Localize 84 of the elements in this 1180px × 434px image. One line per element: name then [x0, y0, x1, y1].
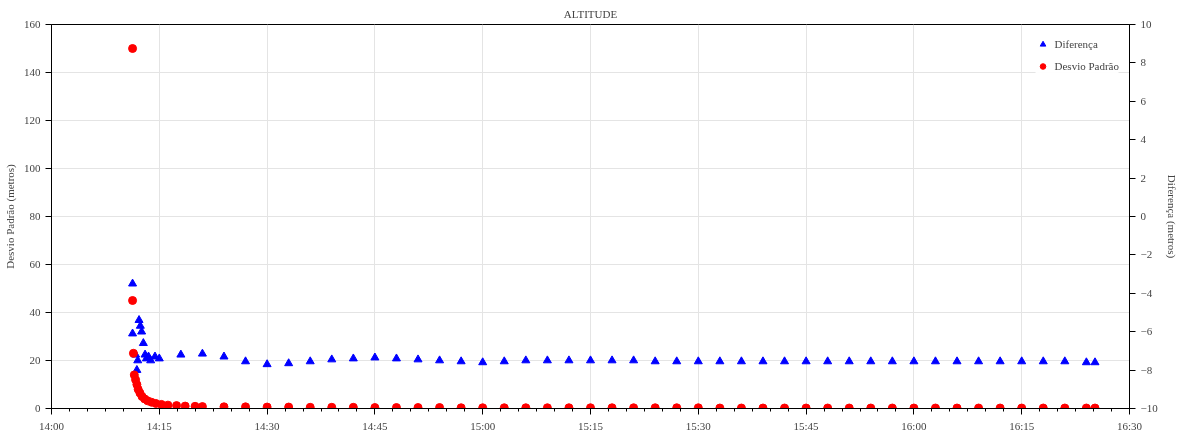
- point: [435, 355, 445, 364]
- x-tick-label: 14:30: [254, 419, 281, 432]
- point: [1038, 356, 1048, 365]
- y-tick-label: 120: [24, 114, 41, 126]
- point: [758, 356, 768, 365]
- point: [780, 356, 790, 365]
- point: [672, 356, 682, 365]
- legend-label: Desvio Padrão: [1054, 60, 1119, 72]
- point: [629, 355, 639, 364]
- point: [887, 356, 897, 365]
- y2-tick-label: 10: [1140, 18, 1152, 30]
- point: [1060, 356, 1070, 365]
- point: [693, 356, 703, 365]
- point: [176, 349, 186, 358]
- point: [499, 356, 509, 365]
- point: [478, 357, 488, 366]
- y-tick-label: 40: [29, 306, 41, 318]
- y2-tick-label: −2: [1140, 248, 1153, 261]
- x-tick-label: 16:15: [1009, 419, 1035, 432]
- point: [866, 356, 876, 365]
- point: [952, 356, 962, 365]
- y-tick-label: 60: [29, 258, 41, 270]
- chart-title: ALTITUDE: [563, 7, 618, 20]
- point: [370, 352, 380, 361]
- point: [456, 356, 466, 365]
- point: [930, 356, 940, 365]
- point: [197, 348, 207, 357]
- x-tick-label: 14:45: [362, 419, 388, 432]
- x-tick-label: 15:30: [685, 419, 712, 432]
- point: [327, 354, 337, 363]
- y2-axis-title: Diferença (metros): [1164, 174, 1178, 259]
- point: [262, 359, 272, 368]
- point: [844, 356, 854, 365]
- y-tick-label: 20: [29, 354, 41, 366]
- y-tick-label: 160: [24, 18, 41, 30]
- y2-tick-label: 0: [1140, 210, 1147, 222]
- point: [1090, 357, 1100, 366]
- point: [521, 355, 531, 364]
- y2-tick-label: 2: [1140, 171, 1146, 184]
- point: [542, 355, 552, 364]
- point: [823, 356, 833, 365]
- point: [241, 356, 251, 365]
- legend-label: Diferença: [1054, 38, 1098, 50]
- y2-tick-label: 6: [1140, 94, 1147, 107]
- y2-tick-label: −6: [1140, 325, 1153, 338]
- y-tick-label: 80: [29, 210, 41, 222]
- x-tick-label: 14:00: [38, 419, 65, 432]
- point: [586, 355, 595, 364]
- point: [715, 356, 725, 365]
- x-tick-label: 15:15: [577, 419, 604, 432]
- point: [650, 356, 660, 365]
- point: [391, 353, 401, 362]
- point: [736, 356, 746, 365]
- y-tick-label: 100: [24, 162, 41, 174]
- point: [128, 328, 138, 337]
- point: [909, 356, 919, 365]
- y2-tick-label: 8: [1140, 56, 1147, 69]
- point: [607, 355, 617, 364]
- y-tick-label: 140: [24, 66, 41, 78]
- point: [564, 355, 574, 364]
- y2-tick-label: −8: [1140, 363, 1153, 376]
- point: [995, 356, 1005, 365]
- point: [801, 356, 811, 365]
- x-tick-label: 14:15: [146, 419, 173, 432]
- point: [219, 351, 229, 360]
- x-tick-label: 16:00: [901, 419, 927, 432]
- point: [974, 356, 984, 365]
- x-tick-label: 15:00: [470, 419, 496, 432]
- point: [305, 356, 315, 365]
- x-tick-label: 16:30: [1116, 419, 1143, 432]
- x-tick-label: 15:45: [793, 419, 820, 432]
- point: [138, 338, 148, 347]
- point: [128, 278, 138, 287]
- point: [1017, 356, 1027, 365]
- y-tick-label: 0: [35, 402, 41, 414]
- y2-tick-label: −4: [1140, 286, 1153, 299]
- point: [284, 358, 294, 367]
- point: [348, 353, 358, 362]
- point: [154, 353, 164, 362]
- point: [1081, 357, 1091, 366]
- y2-tick-label: −10: [1140, 402, 1159, 414]
- y2-tick-label: 4: [1140, 133, 1147, 146]
- point: [413, 354, 423, 363]
- y-axis-title: Desvio Padrão (metros): [4, 163, 17, 269]
